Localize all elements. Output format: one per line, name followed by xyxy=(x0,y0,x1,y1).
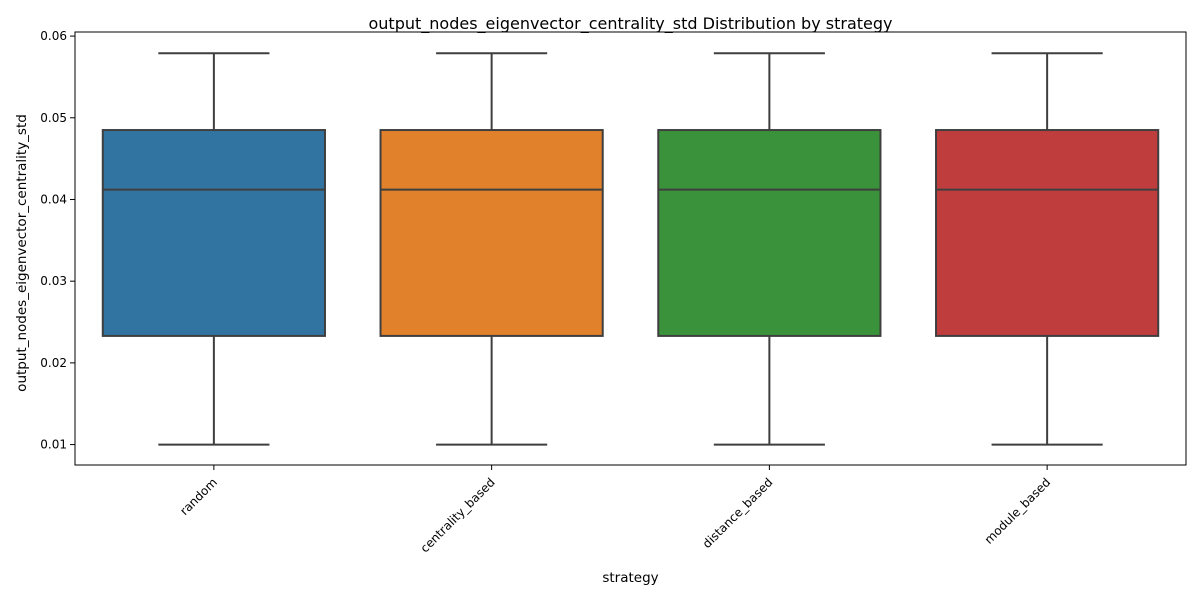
x-tick-label: module_based xyxy=(982,475,1054,547)
x-tick-label: distance_based xyxy=(700,475,776,551)
y-axis-label: output_nodes_eigenvector_centrality_std xyxy=(14,114,30,392)
plot-area: 0.01 0.02 0.03 0.04 0.05 0.06 random centrality… xyxy=(40,29,1187,555)
box-module_based xyxy=(935,129,1160,337)
y-tick-label: 0.05 xyxy=(40,111,67,125)
y-tick-label: 0.02 xyxy=(40,356,67,370)
chart-title: output_nodes_eigenvector_centrality_std … xyxy=(368,14,892,34)
x-tick-label: centrality_based xyxy=(418,475,498,555)
plot-frame xyxy=(74,31,1187,466)
y-tick-label: 0.06 xyxy=(40,29,67,43)
y-tick-label: 0.04 xyxy=(40,192,67,206)
y-tick-label: 0.01 xyxy=(40,438,67,452)
box-random xyxy=(101,129,326,337)
box-distance_based xyxy=(657,129,882,337)
box-centrality_based xyxy=(379,129,604,337)
x-axis-label: strategy xyxy=(602,570,658,586)
x-tick-label: random xyxy=(177,475,220,518)
y-tick-label: 0.03 xyxy=(40,274,67,288)
